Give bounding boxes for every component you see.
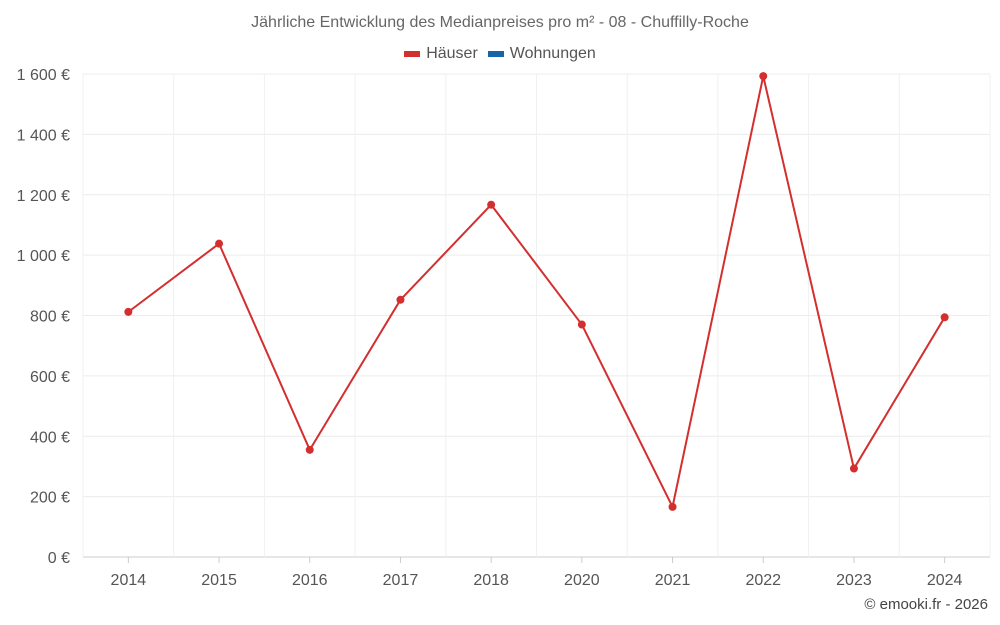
chart-title: Jährliche Entwicklung des Medianpreises …	[251, 14, 749, 31]
y-tick-label: 200 €	[30, 490, 70, 507]
x-tick-label: 2022	[745, 572, 781, 589]
data-point	[940, 313, 949, 322]
y-tick-label: 1 400 €	[17, 127, 70, 144]
y-tick-label: 1 000 €	[17, 248, 70, 265]
chart-legend: Häuser Wohnungen	[0, 45, 1000, 63]
series-line-häuser	[127, 75, 946, 508]
y-tick-label: 800 €	[30, 309, 70, 326]
x-tick-label: 2017	[383, 572, 419, 589]
x-tick-label: 2024	[927, 572, 963, 589]
data-point	[215, 239, 224, 248]
x-tick-label: 2021	[655, 572, 691, 589]
data-point	[759, 72, 768, 81]
data-point	[396, 295, 405, 304]
y-tick-label: 600 €	[30, 369, 70, 386]
y-tick-label: 1 600 €	[17, 67, 70, 84]
y-tick-label: 400 €	[30, 429, 70, 446]
data-point	[577, 320, 586, 329]
x-tick-label: 2015	[201, 572, 237, 589]
legend-swatch-haeuser	[404, 51, 421, 57]
x-tick-label: 2014	[111, 572, 147, 589]
legend-item-wohnungen[interactable]: Wohnungen	[487, 45, 596, 63]
y-tick-label: 1 200 €	[17, 188, 70, 205]
data-point	[305, 445, 314, 454]
credit-text: © emooki.fr - 2026	[864, 596, 988, 613]
data-point	[668, 502, 677, 511]
legend-label-haeuser: Häuser	[426, 45, 478, 62]
legend-swatch-wohnungen	[487, 51, 504, 57]
x-tick-label: 2016	[292, 572, 328, 589]
x-tick-label: 2018	[473, 572, 509, 589]
y-tick-label: 0 €	[48, 550, 70, 567]
legend-item-haeuser[interactable]: Häuser	[404, 45, 478, 63]
x-tick-label: 2020	[564, 572, 600, 589]
data-point	[487, 200, 496, 209]
legend-label-wohnungen: Wohnungen	[509, 45, 596, 62]
x-tick-label: 2023	[836, 572, 872, 589]
data-point	[124, 307, 133, 316]
data-point	[849, 464, 858, 473]
